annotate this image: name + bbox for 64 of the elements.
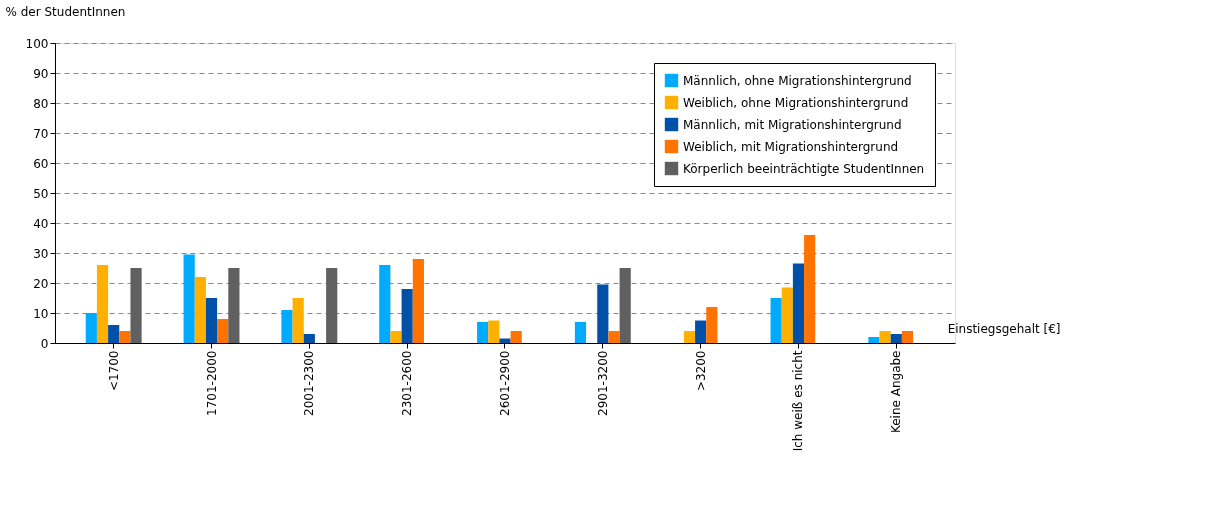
x-tick-label: Ich weiß es nicht [791, 350, 806, 452]
bar [228, 268, 240, 343]
bar [792, 263, 805, 343]
bar [683, 331, 696, 343]
x-axis-title: Einstiegsgehalt [€] [947, 321, 1061, 336]
y-axis-title: % der StudentInnen [5, 4, 126, 19]
bar [706, 307, 718, 343]
bar [85, 313, 97, 343]
y-tick-label: 80 [33, 96, 49, 111]
bar [608, 331, 620, 343]
legend-label: Weiblich, mit Migrationshintergrund [683, 139, 899, 154]
y-tick-label: 30 [33, 246, 49, 261]
bar [183, 254, 195, 343]
bar [390, 331, 402, 343]
bar [499, 338, 511, 343]
x-tick-label: >3200 [693, 350, 708, 392]
bar [326, 268, 338, 343]
bar [130, 268, 142, 343]
bar [119, 331, 131, 343]
x-tick-label: 2001-2300 [302, 350, 317, 416]
bar [868, 337, 880, 343]
legend-label: Männlich, mit Migrationshintergrund [683, 117, 902, 132]
bar [108, 325, 120, 343]
bar [890, 334, 902, 343]
bar [695, 320, 707, 343]
bar [477, 322, 489, 343]
legend-label: Weiblich, ohne Migrationshintergrund [683, 95, 909, 110]
bar [281, 310, 293, 343]
bar [879, 331, 891, 343]
bar [217, 319, 229, 343]
legend-label: Männlich, ohne Migrationshintergrund [683, 73, 912, 88]
y-tick-label: 90 [33, 66, 49, 81]
y-tick-label: 100 [25, 36, 49, 51]
y-tick-label: 10 [33, 306, 49, 321]
x-tick-label: 2601-2900 [498, 350, 512, 416]
legend-label: Körperlich beeinträchtigte StudentInnen [683, 161, 925, 176]
y-tick-label: 70 [33, 126, 49, 141]
bar [619, 268, 631, 343]
bar [510, 331, 522, 343]
y-tick-label: 0 [40, 336, 49, 351]
bar [205, 298, 218, 343]
bar [901, 331, 914, 343]
bar [194, 277, 206, 343]
x-tick-label: <1700 [106, 350, 121, 392]
x-tick-label: 2901-3200 [595, 350, 610, 416]
bar [292, 298, 304, 343]
y-tick-label: 40 [33, 216, 49, 231]
bar [379, 265, 391, 343]
bar [804, 235, 816, 343]
bar [96, 265, 109, 343]
bar [488, 320, 500, 343]
bar [597, 284, 609, 343]
bar [781, 287, 793, 343]
x-tick-label: 2301-2600 [400, 350, 415, 416]
bar [412, 259, 424, 343]
bar [574, 322, 587, 343]
bar [770, 298, 782, 343]
x-tick-label: 1701-2000 [204, 350, 219, 416]
bar [401, 289, 413, 343]
y-tick-label: 50 [33, 186, 49, 201]
x-tick-label: Keine Angabe [889, 350, 904, 434]
bar [303, 334, 315, 343]
y-tick-label: 20 [33, 276, 49, 291]
y-tick-label: 60 [33, 156, 49, 171]
